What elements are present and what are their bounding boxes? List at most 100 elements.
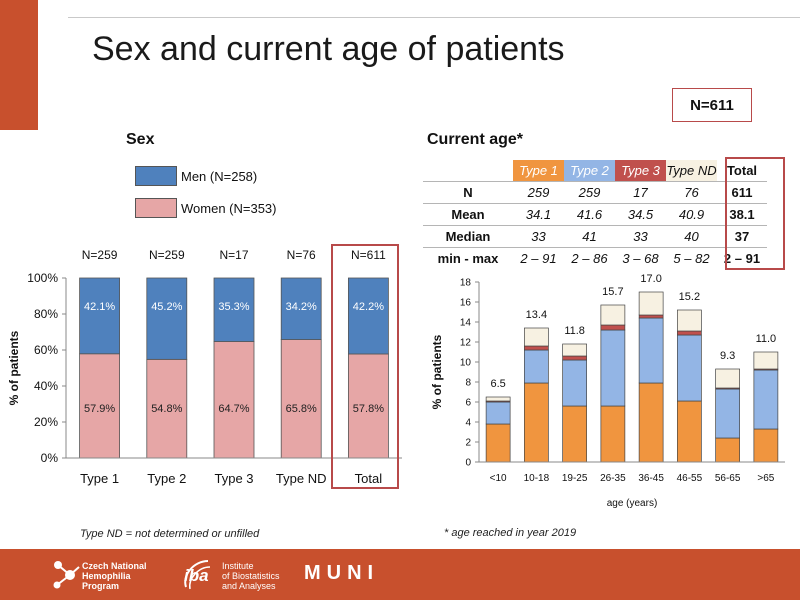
y-tick-label: 14 bbox=[460, 318, 472, 329]
y-tick-label: 4 bbox=[465, 418, 471, 429]
bar-women bbox=[347, 353, 389, 459]
bar-type-2 bbox=[638, 317, 664, 384]
bar-type-nd bbox=[715, 368, 740, 389]
table-cell: 34.5 bbox=[615, 203, 666, 226]
logo-line: and Analyses bbox=[222, 581, 276, 591]
header-type-1: Type 1 bbox=[513, 160, 564, 182]
bar-type-nd bbox=[562, 343, 587, 357]
bar-type-3 bbox=[600, 324, 626, 331]
table-total-cell: 611 bbox=[717, 181, 767, 204]
x-tick-label: Type 1 bbox=[80, 471, 119, 486]
table-row: min - max 2 – 91 2 – 86 3 – 68 5 – 82 2 … bbox=[423, 247, 767, 269]
bar-type-2 bbox=[562, 359, 587, 407]
bar-type-1 bbox=[524, 382, 549, 463]
women-percent-label: 64.7% bbox=[218, 403, 249, 415]
title-divider bbox=[68, 17, 800, 18]
table-total-cell: 2 – 91 bbox=[717, 247, 767, 269]
x-tick-label: Type 2 bbox=[147, 471, 186, 486]
x-axis-label: age (years) bbox=[607, 498, 658, 509]
row-label: N bbox=[423, 181, 513, 204]
men-percent-label: 35.3% bbox=[218, 301, 249, 313]
age-stats-table: Type 1 Type 2 Type 3 Type ND Total N 259… bbox=[423, 160, 767, 269]
women-percent-label: 65.8% bbox=[286, 403, 317, 415]
table-cell: 2 – 86 bbox=[564, 247, 615, 269]
bar-men bbox=[213, 277, 255, 342]
table-cell: 3 – 68 bbox=[615, 247, 666, 269]
bar-men bbox=[146, 277, 188, 360]
x-tick-label: Type 3 bbox=[214, 471, 253, 486]
bar-n-label: N=259 bbox=[82, 248, 118, 262]
total-value-label: 17.0 bbox=[640, 273, 661, 285]
table-cell: 76 bbox=[666, 181, 717, 204]
y-tick-label: 20% bbox=[34, 415, 58, 429]
bar-type-nd bbox=[677, 309, 702, 332]
sex-heading: Sex bbox=[126, 131, 155, 148]
x-tick-label: Total bbox=[355, 471, 383, 486]
header-type-nd: Type ND bbox=[666, 160, 717, 182]
age-heading: Current age* bbox=[427, 131, 524, 148]
header-type-2: Type 2 bbox=[564, 160, 615, 182]
bar-type-1 bbox=[485, 423, 511, 463]
hemophilia-program-logo-text: Czech National Hemophilia Program bbox=[82, 561, 147, 591]
table-cell: 2 – 91 bbox=[513, 247, 564, 269]
total-value-label: 6.5 bbox=[490, 378, 505, 390]
table-row: N 259 259 17 76 611 bbox=[423, 181, 767, 204]
total-value-label: 15.2 bbox=[679, 291, 700, 303]
logo-line: Hemophilia bbox=[82, 571, 131, 581]
header-type-3: Type 3 bbox=[615, 160, 666, 182]
hemophilia-program-icon bbox=[53, 561, 80, 589]
legend-men-label: Men (N=258) bbox=[181, 169, 258, 184]
footnote-type-nd: Type ND = not determined or unfilled bbox=[80, 528, 260, 540]
brand-accent-bar bbox=[0, 0, 38, 130]
women-percent-label: 57.9% bbox=[84, 403, 115, 415]
chart-labels: 0% 20% 40% 60% 80% 100% 57.9% 42.1% N=259 Type 1 5… bbox=[27, 248, 386, 486]
bar-type-2 bbox=[677, 334, 702, 402]
bar-type-1 bbox=[638, 382, 664, 463]
y-tick-label: 10 bbox=[460, 358, 472, 369]
bar-n-label: N=17 bbox=[219, 248, 248, 262]
bar-type-3 bbox=[677, 330, 702, 336]
bar-women bbox=[213, 341, 255, 459]
women-percent-label: 54.8% bbox=[151, 403, 182, 415]
y-tick-label: 0% bbox=[41, 451, 59, 465]
bar-women bbox=[280, 339, 322, 459]
total-value-label: 15.7 bbox=[602, 286, 623, 298]
logo-line: Institute bbox=[222, 561, 254, 571]
chart-labels: 0 2 4 6 8 10 12 14 16 18 6.5 <10 13.4 10-18 11.8 19-25 1… bbox=[460, 273, 776, 484]
legend-women-swatch bbox=[135, 198, 177, 218]
header-total: Total bbox=[726, 163, 758, 178]
total-value-label: 11.0 bbox=[756, 333, 777, 345]
bar-type-nd bbox=[485, 396, 511, 402]
footnote-age: * age reached in year 2019 bbox=[444, 527, 577, 539]
x-tick-label: 56-65 bbox=[715, 473, 741, 484]
sex-chart: 0% 20% 40% 60% 80% 100% 57.9% 42.1% N=259 Type 1 5… bbox=[7, 244, 402, 489]
total-value-label: 13.4 bbox=[526, 309, 547, 321]
legend-men-swatch bbox=[135, 166, 177, 186]
legend-women-label: Women (N=353) bbox=[181, 201, 277, 216]
total-column-highlight bbox=[725, 157, 785, 270]
x-tick-label: <10 bbox=[490, 473, 507, 484]
bar-type-1 bbox=[753, 428, 779, 463]
bar-type-nd bbox=[753, 351, 779, 370]
y-tick-label: 18 bbox=[460, 278, 472, 289]
logo-line: of Biostatistics bbox=[222, 571, 280, 581]
iba-swirl-icon bbox=[184, 560, 211, 590]
bar-men bbox=[347, 277, 389, 355]
logo-line: Czech National bbox=[82, 561, 147, 571]
iba-logo-text: Institute of Biostatistics and Analyses bbox=[222, 561, 280, 591]
x-tick-label: 36-45 bbox=[638, 473, 664, 484]
x-tick-label: 46-55 bbox=[677, 473, 703, 484]
y-tick-label: 80% bbox=[34, 307, 58, 321]
bar-type-1 bbox=[715, 437, 740, 463]
table-total-cell: 38.1 bbox=[717, 203, 767, 226]
logo-line: Program bbox=[82, 581, 120, 591]
table-row: Median 33 41 33 40 37 bbox=[423, 225, 767, 248]
bar-type-nd bbox=[600, 304, 626, 326]
bar-type-3 bbox=[638, 314, 664, 319]
total-value-label: 9.3 bbox=[720, 350, 735, 362]
total-n-badge: N=611 bbox=[672, 88, 752, 122]
x-tick-label: 19-25 bbox=[562, 473, 588, 484]
table-cell: 40 bbox=[666, 225, 717, 248]
women-percent-label: 57.8% bbox=[353, 403, 384, 415]
footer-bar bbox=[0, 549, 800, 600]
